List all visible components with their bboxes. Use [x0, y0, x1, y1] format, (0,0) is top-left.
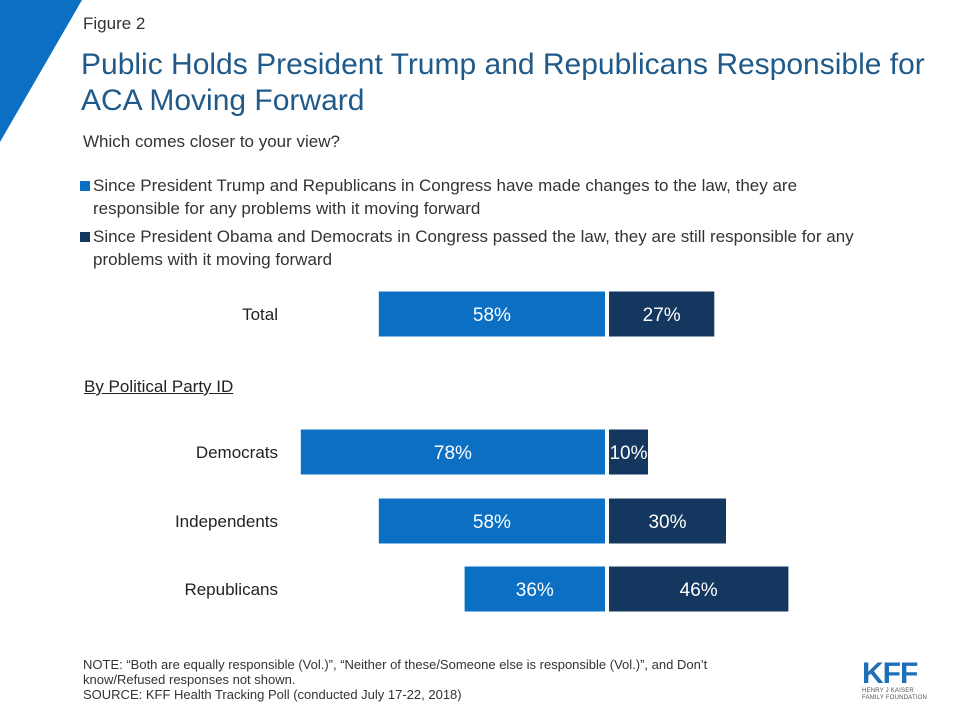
chart-title: Public Holds President Trump and Republi…: [81, 48, 925, 117]
data-label-obama-republicans: 46%: [680, 580, 718, 601]
source-line: SOURCE: KFF Health Tracking Poll (conduc…: [83, 687, 462, 702]
category-label-total: Total: [242, 305, 278, 324]
bar-obama-democrats: [609, 429, 648, 475]
category-label-independents: Independents: [175, 512, 278, 531]
bar-trump-independents: [378, 498, 605, 544]
bar-obama-total: [609, 291, 715, 337]
data-label-obama-total: 27%: [643, 305, 681, 326]
logo-line-2: FAMILY FOUNDATION: [862, 695, 928, 701]
legend-label-obama-line2: problems with it moving forward: [93, 250, 333, 269]
legend-swatch-obama: [80, 232, 90, 242]
bar-obama-republicans: [609, 566, 789, 612]
figure-label: Figure 2: [83, 14, 146, 33]
data-label-obama-democrats: 10%: [609, 443, 647, 464]
data-label-trump-democrats: 78%: [434, 443, 472, 464]
corner-accent: [0, 0, 82, 142]
bar-trump-democrats: [300, 429, 605, 475]
chart-subtitle: Which comes closer to your view?: [83, 132, 340, 151]
legend-item-trump: Since President Trump and Republicans in…: [80, 174, 940, 220]
legend-swatch-trump: [80, 181, 90, 191]
footnote: NOTE: “Both are equally responsible (Vol…: [83, 657, 823, 702]
bar-trump-republicans: [464, 566, 605, 612]
legend-label-trump-line1: Since President Trump and Republicans in…: [93, 176, 798, 195]
legend-item-obama: Since President Obama and Democrats in C…: [80, 225, 940, 271]
note-line-1: NOTE: “Both are equally responsible (Vol…: [83, 657, 708, 672]
data-label-trump-independents: 58%: [473, 512, 511, 533]
bar-trump-total: [378, 291, 605, 337]
kff-logo: KFF HENRY J KAISER FAMILY FOUNDATION: [862, 657, 942, 710]
data-label-trump-republicans: 36%: [516, 580, 554, 601]
note-line-2: know/Refused responses not shown.: [83, 672, 296, 687]
bar-obama-independents: [609, 498, 726, 544]
legend-label-trump-line2: responsible for any problems with it mov…: [93, 199, 481, 218]
logo-wordmark: KFF: [862, 657, 918, 690]
data-label-trump-total: 58%: [473, 305, 511, 326]
section-label-party: By Political Party ID: [84, 377, 234, 396]
category-label-democrats: Democrats: [196, 443, 278, 462]
legend-label-obama-line1: Since President Obama and Democrats in C…: [93, 227, 854, 246]
category-label-republicans: Republicans: [184, 580, 278, 599]
logo-line-1: HENRY J KAISER: [862, 688, 914, 694]
data-label-obama-independents: 30%: [648, 512, 686, 533]
